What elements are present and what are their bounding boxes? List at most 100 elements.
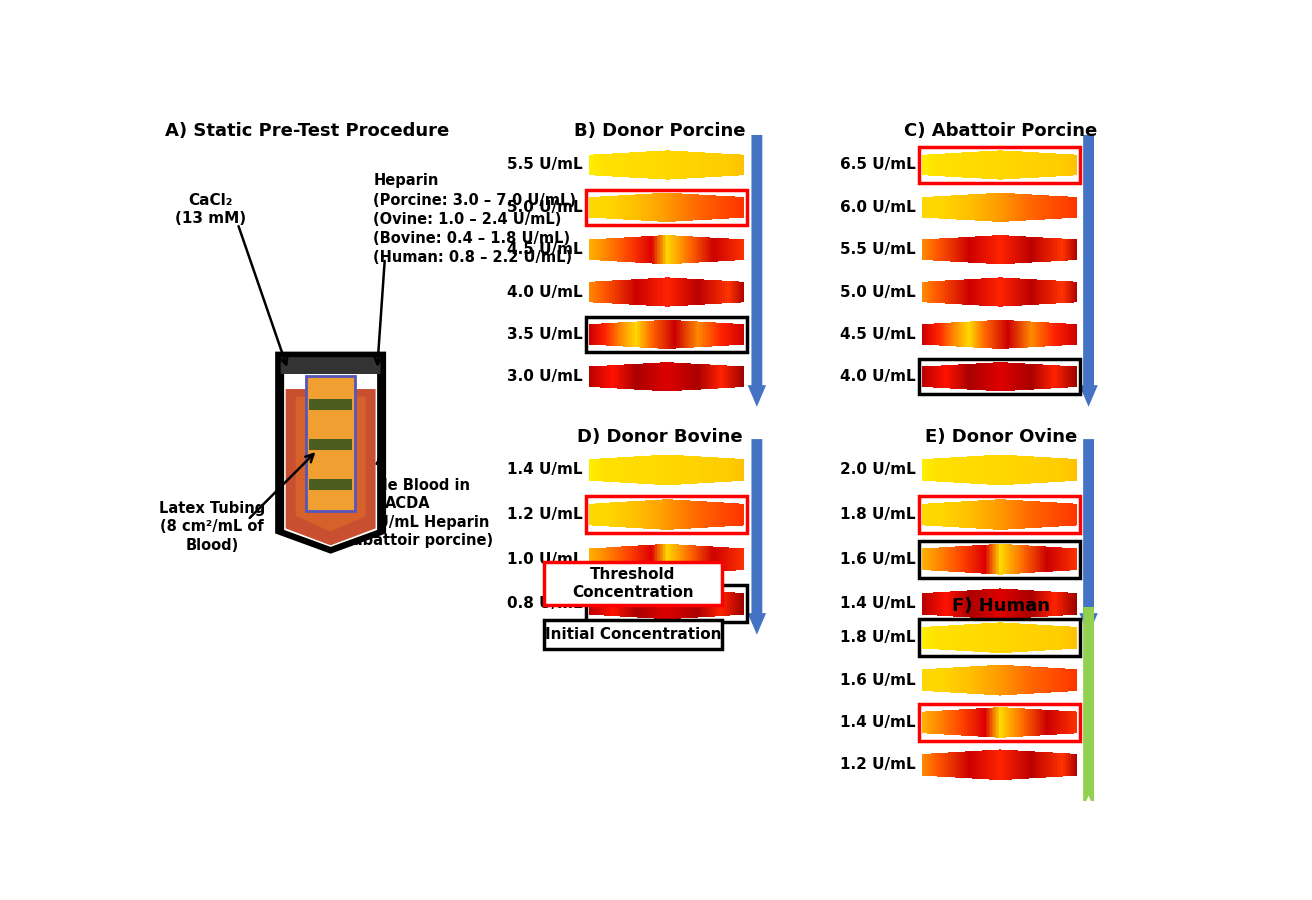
Bar: [632, 456, 634, 483]
Bar: [622, 195, 623, 220]
Bar: [1046, 546, 1048, 572]
Bar: [716, 195, 718, 220]
Bar: [1036, 709, 1039, 735]
Bar: [933, 669, 934, 691]
Bar: [719, 502, 720, 526]
Bar: [972, 500, 974, 528]
Bar: [922, 500, 1077, 530]
Bar: [1060, 238, 1061, 261]
Bar: [1060, 154, 1061, 176]
Bar: [1001, 277, 1002, 307]
Bar: [966, 364, 967, 390]
Bar: [1034, 364, 1035, 390]
Bar: [1059, 503, 1060, 526]
Bar: [1002, 150, 1005, 179]
Bar: [733, 281, 735, 303]
Bar: [691, 590, 693, 617]
Text: 1.4 U/mL: 1.4 U/mL: [506, 463, 583, 477]
Bar: [1052, 710, 1054, 734]
Bar: [979, 500, 981, 529]
Bar: [922, 150, 1077, 180]
Bar: [1029, 501, 1031, 528]
Bar: [1076, 197, 1077, 218]
Bar: [932, 503, 933, 526]
Bar: [959, 364, 962, 389]
Bar: [979, 194, 981, 220]
Bar: [665, 193, 666, 222]
Bar: [677, 194, 680, 221]
Bar: [1046, 457, 1048, 482]
Bar: [1019, 194, 1022, 220]
Bar: [1029, 237, 1031, 263]
Bar: [609, 238, 611, 261]
Bar: [1000, 500, 1001, 530]
Bar: [1055, 547, 1057, 572]
Bar: [922, 670, 924, 691]
Bar: [1001, 362, 1002, 392]
Bar: [1009, 320, 1010, 348]
Bar: [306, 376, 356, 510]
Bar: [543, 562, 722, 605]
Bar: [987, 363, 989, 391]
Bar: [983, 194, 984, 221]
Bar: [1004, 750, 1006, 780]
Bar: [1019, 151, 1022, 178]
Bar: [1000, 320, 1001, 349]
Bar: [1018, 320, 1019, 348]
Bar: [736, 592, 737, 615]
Bar: [998, 707, 1000, 738]
Bar: [967, 194, 968, 220]
Bar: [979, 236, 981, 263]
Bar: [585, 496, 747, 533]
Bar: [716, 238, 718, 262]
Bar: [710, 457, 711, 482]
Bar: [736, 154, 737, 176]
Bar: [981, 624, 983, 652]
Bar: [975, 545, 976, 573]
Bar: [674, 194, 676, 221]
Bar: [1022, 279, 1025, 305]
Bar: [1000, 454, 1001, 485]
Bar: [714, 591, 716, 617]
Bar: [609, 365, 611, 388]
Bar: [922, 282, 924, 302]
Bar: [1067, 592, 1068, 616]
Bar: [1004, 623, 1006, 652]
Bar: [1029, 279, 1031, 305]
Bar: [697, 152, 699, 178]
Bar: [1042, 501, 1043, 527]
Bar: [733, 366, 735, 388]
Bar: [933, 548, 934, 571]
Bar: [712, 153, 715, 177]
Bar: [967, 752, 968, 778]
Bar: [701, 590, 702, 617]
Bar: [1021, 666, 1023, 694]
Bar: [639, 152, 640, 178]
Bar: [670, 589, 673, 619]
Bar: [656, 590, 657, 618]
Bar: [992, 589, 993, 619]
Bar: [941, 458, 942, 482]
Bar: [1034, 546, 1035, 572]
Bar: [1056, 752, 1059, 777]
Bar: [610, 502, 613, 526]
Bar: [668, 589, 669, 619]
Bar: [677, 544, 680, 574]
Bar: [1026, 751, 1027, 778]
Bar: [955, 153, 956, 177]
Text: 5.5 U/mL: 5.5 U/mL: [506, 158, 583, 173]
Bar: [716, 591, 718, 617]
Bar: [1047, 591, 1050, 617]
Bar: [1063, 669, 1065, 692]
Bar: [1052, 153, 1054, 176]
Bar: [714, 238, 716, 262]
Bar: [1039, 153, 1042, 177]
Bar: [736, 239, 737, 260]
Bar: [1006, 320, 1008, 348]
Bar: [1027, 500, 1030, 528]
Bar: [644, 151, 647, 178]
Bar: [928, 197, 930, 218]
Bar: [731, 548, 733, 571]
Bar: [987, 750, 989, 779]
Bar: [660, 544, 663, 574]
